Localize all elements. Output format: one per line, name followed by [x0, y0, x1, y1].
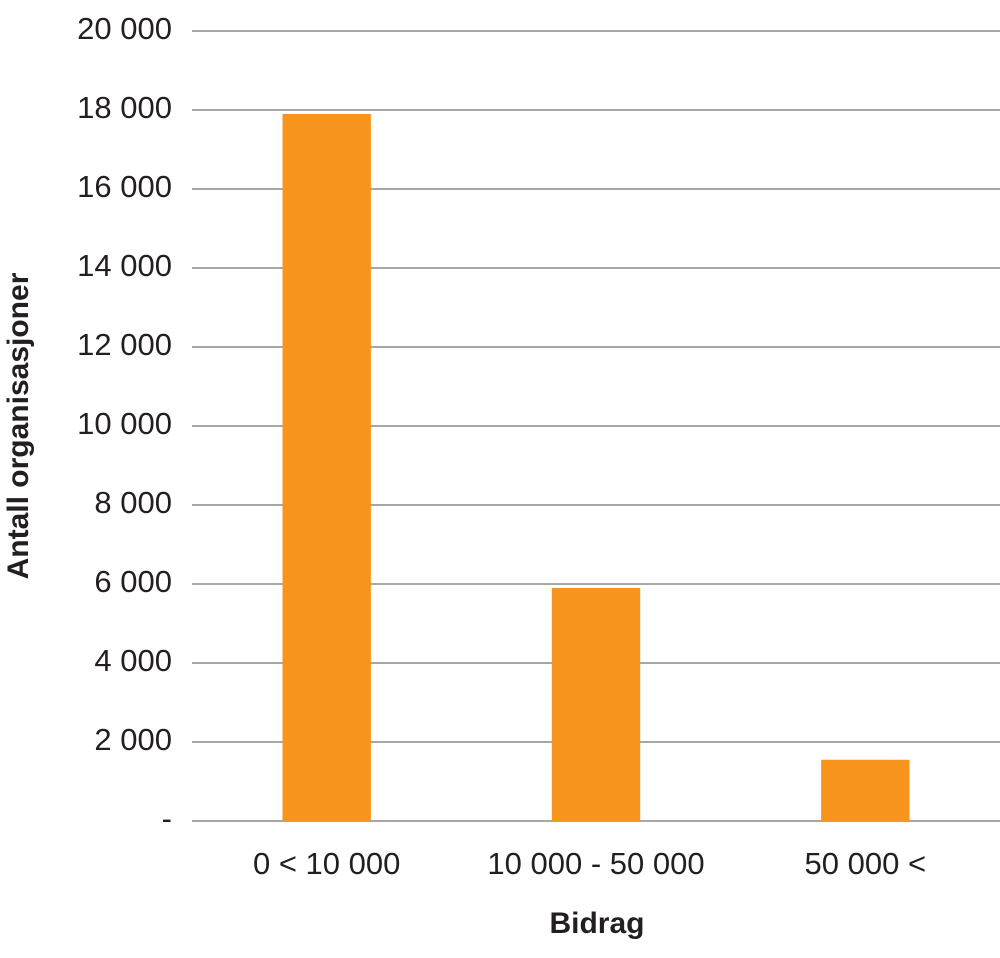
x-tick-label: 50 000 <	[805, 846, 927, 881]
bar	[282, 113, 371, 821]
y-tick-label: 12 000	[77, 327, 172, 362]
bar	[821, 759, 910, 821]
y-tick-label: 8 000	[94, 485, 172, 520]
y-tick-label: 16 000	[77, 169, 172, 204]
y-tick-label: -	[162, 801, 172, 836]
y-axis-title: Antall organisasjoner	[2, 272, 35, 579]
y-tick-label: 10 000	[77, 406, 172, 441]
x-axis-title: Bidrag	[549, 907, 644, 940]
x-tick-label: 10 000 - 50 000	[487, 846, 704, 881]
y-tick-label: 18 000	[77, 90, 172, 125]
bar	[551, 587, 641, 821]
y-tick-label: 2 000	[94, 722, 172, 757]
y-tick-label: 6 000	[94, 564, 172, 599]
y-tick-label: 14 000	[77, 248, 172, 283]
y-tick-label: 20 000	[77, 11, 172, 46]
x-tick-label: 0 < 10 000	[253, 846, 400, 881]
y-tick-label: 4 000	[94, 643, 172, 678]
